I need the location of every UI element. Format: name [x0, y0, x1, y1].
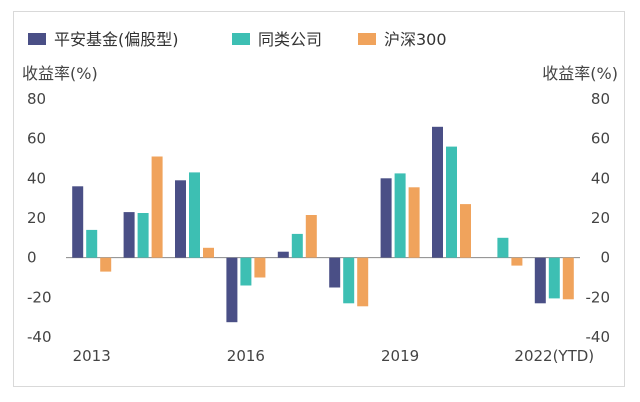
- y-tick-label-right: 20: [591, 209, 610, 227]
- y-tick-label-right: 80: [591, 90, 610, 108]
- bar: [123, 212, 135, 258]
- bar: [137, 213, 149, 258]
- y-tick-label-left: 80: [27, 90, 46, 108]
- bar: [380, 178, 392, 258]
- bar: [497, 237, 509, 258]
- x-tick-label: 2013: [73, 347, 111, 365]
- y-tick-label-left: -20: [27, 288, 52, 306]
- y-tick-label-left: 20: [27, 209, 46, 227]
- bar: [291, 233, 303, 258]
- bar: [240, 257, 252, 286]
- y-tick-label-left: -40: [27, 328, 52, 346]
- bar: [432, 126, 443, 258]
- legend: 平安基金(偏股型) 同类公司 沪深300: [28, 30, 447, 49]
- bar: [189, 172, 200, 258]
- bar: [86, 229, 98, 258]
- x-tick-label: 2016: [227, 347, 265, 365]
- chart-frame: [13, 11, 625, 387]
- legend-swatch: [358, 33, 376, 45]
- y-tick-label-right: -40: [586, 328, 611, 346]
- bar: [151, 156, 163, 258]
- x-tick-label: 2022(YTD): [514, 347, 594, 365]
- bar: [511, 257, 523, 266]
- bars: [72, 126, 574, 323]
- legend-swatch: [232, 33, 250, 45]
- bar: [460, 204, 471, 258]
- bar: [408, 187, 420, 258]
- y-tick-label-right: -20: [586, 288, 611, 306]
- y-ticks-right: -40 -20 0 20 40 60 80: [586, 90, 611, 346]
- bar: [534, 257, 546, 304]
- legend-label: 平安基金(偏股型): [54, 30, 179, 49]
- y-tick-label-left: 40: [27, 169, 46, 187]
- y-ticks-left: -40 -20 0 20 40 60 80: [27, 90, 52, 346]
- legend-label: 同类公司: [258, 30, 322, 49]
- x-ticks: 2013 2016 2019 2022(YTD): [73, 347, 595, 365]
- y-tick-label-left: 60: [27, 130, 46, 148]
- bar: [100, 257, 112, 272]
- legend-label: 沪深300: [384, 30, 447, 49]
- x-tick-label: 2019: [381, 347, 419, 365]
- y-tick-label-right: 60: [591, 130, 610, 148]
- y-axis-title-left: 收益率(%): [22, 64, 98, 83]
- bar: [277, 251, 289, 258]
- bar: [343, 257, 355, 304]
- bar: [203, 247, 214, 258]
- bar: [394, 173, 406, 258]
- bar: [226, 257, 238, 323]
- bar: [72, 186, 84, 258]
- bar: [548, 257, 560, 299]
- bar: [305, 215, 317, 258]
- bar: [357, 257, 369, 307]
- y-tick-label-right: 40: [591, 169, 610, 187]
- y-axis-title-right: 收益率(%): [542, 64, 618, 83]
- bar: [562, 257, 574, 300]
- y-tick-label-left: 0: [27, 249, 37, 267]
- bar: [175, 180, 186, 258]
- bar: [254, 257, 266, 278]
- legend-swatch: [28, 33, 46, 45]
- bar: [329, 257, 341, 288]
- y-tick-label-right: 0: [600, 249, 610, 267]
- bar: [446, 146, 457, 258]
